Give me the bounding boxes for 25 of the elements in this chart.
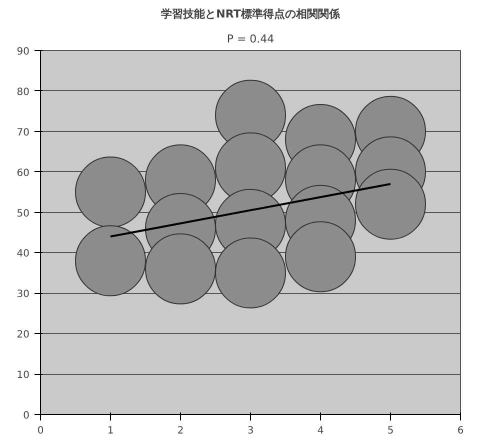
y-tick-label: 50 [16,208,30,220]
y-tick-label: 20 [16,330,30,341]
chart-subtitle: P = 0.44 [226,32,274,46]
y-tick-label: 70 [16,127,30,138]
x-tick-label: 0 [37,426,44,436]
x-tick-label: 5 [387,426,394,436]
y-tick-label: 80 [16,86,30,98]
x-tick-label: 4 [317,426,324,436]
point [215,238,286,308]
x-tick-label: 2 [177,426,184,436]
point [285,221,356,292]
point [355,168,426,240]
y-tick-label: 0 [23,410,30,422]
y-tick-label: 10 [16,370,30,382]
point [145,233,216,304]
x-tick-label: 1 [107,426,114,436]
y-tick-label: 30 [16,289,30,300]
point [75,225,146,296]
y-tick-label: 60 [16,168,30,179]
x-tick-label: 6 [457,426,464,436]
y-tick-label: 40 [16,248,30,260]
chart-title: 学習技能とNRT標準得点の相関関係 [161,8,341,20]
point [75,156,146,228]
x-tick-label: 3 [247,426,254,436]
y-tick-label: 90 [16,46,30,58]
